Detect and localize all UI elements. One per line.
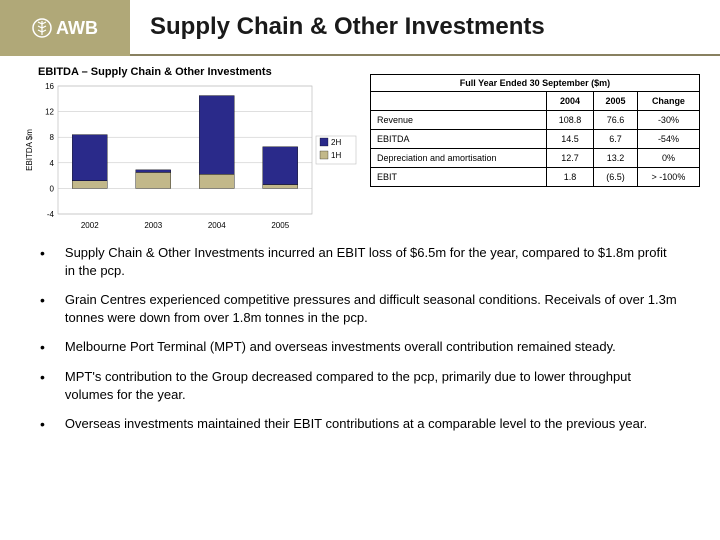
bullets-list: • Supply Chain & Other Investments incurr… xyxy=(0,232,720,434)
bullet-mark: • xyxy=(40,338,45,356)
svg-text:1H: 1H xyxy=(331,151,341,160)
table-cell: 108.8 xyxy=(546,111,593,130)
table-header-cell: 2005 xyxy=(594,92,638,111)
wheat-icon xyxy=(32,18,52,38)
page-title: Supply Chain & Other Investments xyxy=(150,13,545,41)
header-band: AWB Supply Chain & Other Investments xyxy=(0,0,720,56)
table-header-cell: Change xyxy=(637,92,699,111)
table-cell: 13.2 xyxy=(594,149,638,168)
table-row: Depreciation and amortisation12.713.20% xyxy=(371,149,700,168)
bullet-item: • Grain Centres experienced competitive p… xyxy=(40,291,680,326)
data-table-container: Full Year Ended 30 September ($m) 200420… xyxy=(370,64,700,232)
svg-text:2003: 2003 xyxy=(144,221,162,230)
bullet-text: MPT's contribution to the Group decrease… xyxy=(65,368,680,403)
bullet-item: • Overseas investments maintained their E… xyxy=(40,415,680,433)
svg-text:-4: -4 xyxy=(47,210,55,219)
svg-text:2004: 2004 xyxy=(208,221,226,230)
bullet-text: Melbourne Port Terminal (MPT) and overse… xyxy=(65,338,680,356)
svg-text:EBITDA $m: EBITDA $m xyxy=(25,129,34,171)
table-header-cell: 2004 xyxy=(546,92,593,111)
svg-text:4: 4 xyxy=(50,159,55,168)
bullet-mark: • xyxy=(40,368,45,403)
table-cell: 12.7 xyxy=(546,149,593,168)
svg-text:0: 0 xyxy=(50,184,55,193)
table-cell: Revenue xyxy=(371,111,547,130)
chart-container: EBITDA – Supply Chain & Other Investment… xyxy=(20,64,360,232)
table-row: EBIT1.8(6.5)> -100% xyxy=(371,168,700,187)
bullet-item: • Melbourne Port Terminal (MPT) and overs… xyxy=(40,338,680,356)
bullet-mark: • xyxy=(40,291,45,326)
ebitda-chart: -4 0 4 8 12 16 EBITDA $m 2002 2003 2004 2005 2H 1H xyxy=(20,82,360,232)
svg-text:16: 16 xyxy=(45,82,54,91)
table-cell: -30% xyxy=(637,111,699,130)
svg-text:2005: 2005 xyxy=(271,221,289,230)
table-cell: 14.5 xyxy=(546,130,593,149)
bullet-text: Overseas investments maintained their EB… xyxy=(65,415,680,433)
bullet-item: • Supply Chain & Other Investments incurr… xyxy=(40,244,680,279)
table-cell: EBIT xyxy=(371,168,547,187)
bullet-mark: • xyxy=(40,244,45,279)
title-box: Supply Chain & Other Investments xyxy=(130,0,720,56)
svg-text:12: 12 xyxy=(45,108,54,117)
table-row: Revenue108.876.6-30% xyxy=(371,111,700,130)
svg-text:2002: 2002 xyxy=(81,221,99,230)
svg-text:8: 8 xyxy=(50,133,55,142)
table-cell: 76.6 xyxy=(594,111,638,130)
table-cell: (6.5) xyxy=(594,168,638,187)
table-cell: > -100% xyxy=(637,168,699,187)
table-header-cell xyxy=(371,92,547,111)
bullet-mark: • xyxy=(40,415,45,433)
table-cell: 1.8 xyxy=(546,168,593,187)
bullet-text: Grain Centres experienced competitive pr… xyxy=(65,291,680,326)
table-cell: 0% xyxy=(637,149,699,168)
table-caption: Full Year Ended 30 September ($m) xyxy=(370,74,700,91)
chart-title: EBITDA – Supply Chain & Other Investment… xyxy=(38,66,360,78)
table-cell: -54% xyxy=(637,130,699,149)
data-table: 20042005ChangeRevenue108.876.6-30%EBITDA… xyxy=(370,91,700,187)
svg-text:2H: 2H xyxy=(331,138,341,147)
table-cell: EBITDA xyxy=(371,130,547,149)
table-cell: Depreciation and amortisation xyxy=(371,149,547,168)
table-row: EBITDA14.56.7-54% xyxy=(371,130,700,149)
bullet-text: Supply Chain & Other Investments incurre… xyxy=(65,244,680,279)
logo: AWB xyxy=(0,0,130,56)
table-cell: 6.7 xyxy=(594,130,638,149)
logo-text: AWB xyxy=(56,18,98,39)
bullet-item: • MPT's contribution to the Group decreas… xyxy=(40,368,680,403)
